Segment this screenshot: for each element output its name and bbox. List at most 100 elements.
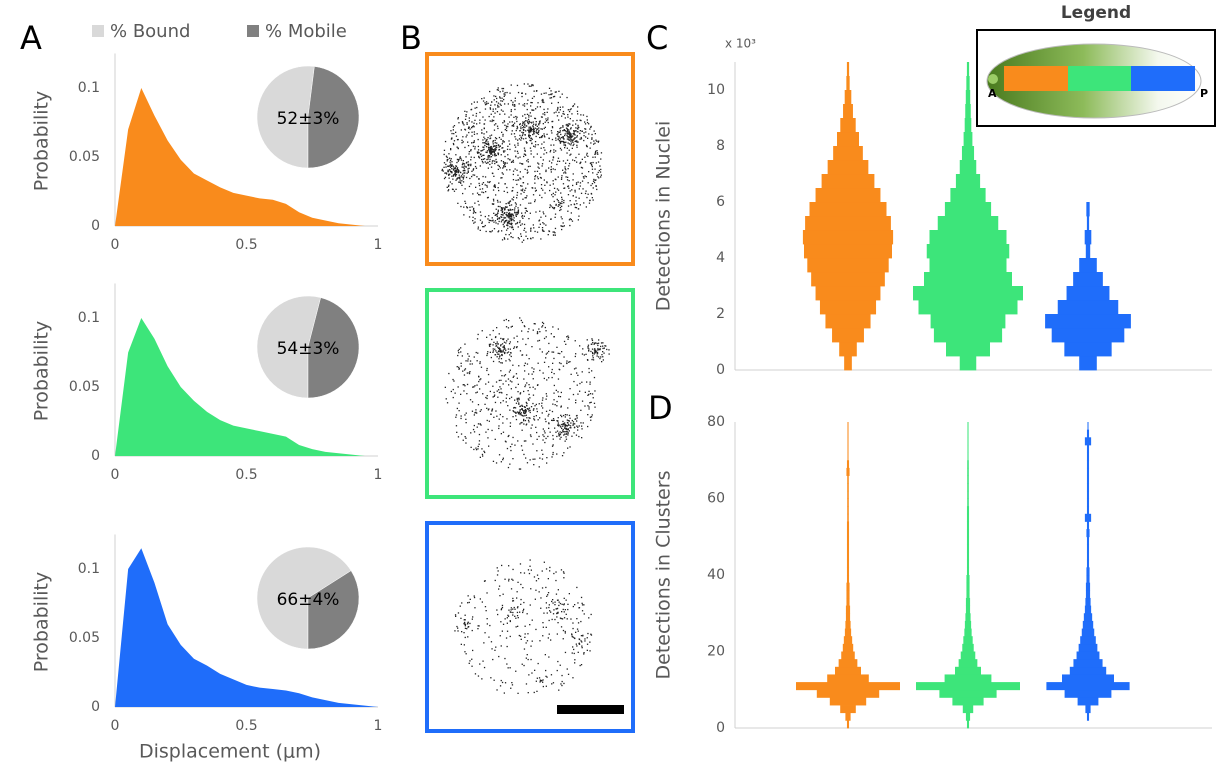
localization — [498, 154, 499, 155]
localization — [489, 421, 490, 422]
localization — [533, 464, 534, 465]
localization — [502, 88, 503, 89]
localization — [463, 207, 464, 208]
localization — [543, 627, 544, 628]
localization — [522, 104, 523, 105]
localization — [462, 136, 463, 137]
localization — [581, 137, 582, 138]
localization — [458, 122, 459, 123]
localization — [537, 333, 538, 334]
localization — [466, 393, 467, 394]
localization — [532, 374, 533, 375]
localization — [568, 674, 569, 675]
localization — [536, 91, 537, 92]
localization — [448, 153, 449, 154]
localization — [587, 153, 588, 154]
localization — [546, 686, 547, 687]
localization — [548, 122, 549, 123]
localization — [502, 140, 503, 141]
violin-bin — [847, 483, 849, 491]
localization — [562, 106, 563, 107]
localization — [567, 160, 568, 161]
localization — [579, 198, 580, 199]
localization — [600, 356, 601, 357]
localization — [450, 171, 451, 172]
localization — [465, 188, 466, 189]
localization — [522, 115, 523, 116]
violin-bin — [847, 521, 849, 529]
localization — [565, 344, 566, 345]
localization — [600, 169, 601, 170]
localization — [592, 342, 593, 343]
localization — [505, 92, 506, 93]
localization — [522, 215, 523, 216]
localization — [489, 161, 490, 162]
localization — [547, 108, 548, 109]
violin-bin — [847, 514, 849, 522]
localization — [469, 663, 470, 664]
localization — [522, 125, 523, 126]
localization — [493, 185, 494, 186]
localization — [537, 439, 538, 440]
localization — [481, 678, 482, 679]
localization — [548, 607, 549, 608]
localization — [453, 144, 454, 145]
localization — [541, 403, 542, 404]
violin-bin — [955, 667, 981, 675]
localization — [495, 150, 496, 151]
localization — [533, 121, 534, 122]
localization — [583, 422, 584, 423]
localization — [449, 169, 450, 170]
localization — [526, 642, 527, 643]
localization — [537, 331, 538, 332]
localization — [499, 361, 500, 362]
localization — [514, 220, 515, 221]
localization — [537, 102, 538, 103]
localization — [550, 185, 551, 186]
localization — [566, 128, 567, 129]
localization — [576, 203, 577, 204]
localization — [487, 437, 488, 438]
x-tick-label: 0.5 — [235, 237, 257, 253]
localization — [470, 183, 471, 184]
localization — [528, 674, 529, 675]
localization — [582, 604, 583, 605]
localization — [539, 137, 540, 138]
localization — [495, 215, 496, 216]
localization — [556, 91, 557, 92]
localization — [498, 103, 499, 104]
localization — [575, 353, 576, 354]
localization — [565, 117, 566, 118]
localization — [502, 682, 503, 683]
localization — [547, 612, 548, 613]
localization — [514, 104, 515, 105]
localization — [587, 637, 588, 638]
panel-label: A — [20, 19, 42, 57]
localization — [493, 200, 494, 201]
localization — [497, 216, 498, 217]
localization — [497, 574, 498, 575]
localization — [524, 572, 525, 573]
localization — [582, 603, 583, 604]
y-tick-label: 0 — [91, 699, 100, 715]
localization — [517, 179, 518, 180]
localization — [560, 618, 561, 619]
localization — [531, 143, 532, 144]
localization — [574, 130, 575, 131]
localization — [455, 616, 456, 617]
localization — [462, 371, 463, 372]
localization — [523, 602, 524, 603]
localization — [591, 402, 592, 403]
violin-bin — [811, 272, 885, 286]
localization — [565, 436, 566, 437]
localization — [497, 391, 498, 392]
localization — [471, 103, 472, 104]
localization — [552, 411, 553, 412]
localization — [597, 353, 598, 354]
localization — [562, 604, 563, 605]
localization — [506, 220, 507, 221]
legend-label: % Mobile — [265, 21, 347, 42]
localization — [547, 436, 548, 437]
localization — [466, 422, 467, 423]
localization — [594, 403, 595, 404]
